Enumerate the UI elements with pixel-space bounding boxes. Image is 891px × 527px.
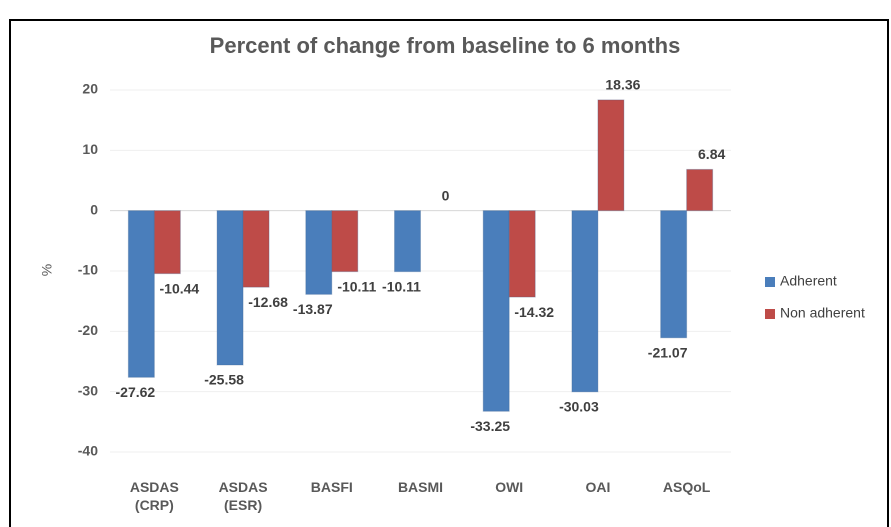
data-label: -25.58 [204,372,244,388]
x-tick-label: ASQoL [663,479,711,495]
bar [482,210,510,412]
y-tick-label: 10 [82,141,98,157]
bar [508,210,536,298]
data-label: -12.68 [248,294,288,310]
y-tick-label: -30 [78,382,98,398]
y-axis-label: % [39,264,55,276]
y-tick-label: -40 [78,443,98,459]
bar [597,99,625,212]
x-tick-label: ASDAS (CRP) [130,479,179,513]
data-label: -13.87 [293,301,333,317]
data-label: 18.36 [605,77,640,93]
legend-swatch [765,309,775,319]
data-label: -10.11 [382,278,421,294]
data-label: 0 [442,187,450,203]
bar [216,210,244,366]
bar [153,210,181,275]
x-tick-label: BASMI [398,479,443,495]
bar [660,210,688,339]
legend-label: Adherent [780,273,837,289]
bar [127,210,155,378]
data-label: -10.44 [160,280,200,296]
x-tick-label: BASFI [311,479,353,495]
legend-swatch [765,277,775,287]
x-tick-label: OWI [495,479,523,495]
bar [394,210,421,273]
data-label: 6.84 [698,146,725,162]
data-label: -10.11 [337,278,376,294]
x-tick-label: ASDAS (ESR) [219,479,268,513]
legend-label: Non adherent [780,305,865,321]
bar [686,168,714,212]
x-tick-label: OAI [585,479,610,495]
y-tick-label: -20 [78,322,98,338]
bar [242,210,270,288]
bar [305,210,333,295]
data-label: -30.03 [559,399,599,415]
bar [331,210,359,273]
bar [571,210,599,393]
y-tick-label: 20 [82,81,98,97]
data-label: -33.25 [470,418,510,434]
data-label: -21.07 [648,344,688,360]
y-tick-label: 0 [90,201,98,217]
chart-title: Percent of change from baseline to 6 mon… [210,33,681,58]
y-tick-label: -10 [78,262,98,278]
data-label: -27.62 [116,384,156,400]
data-label: -14.32 [514,304,554,320]
